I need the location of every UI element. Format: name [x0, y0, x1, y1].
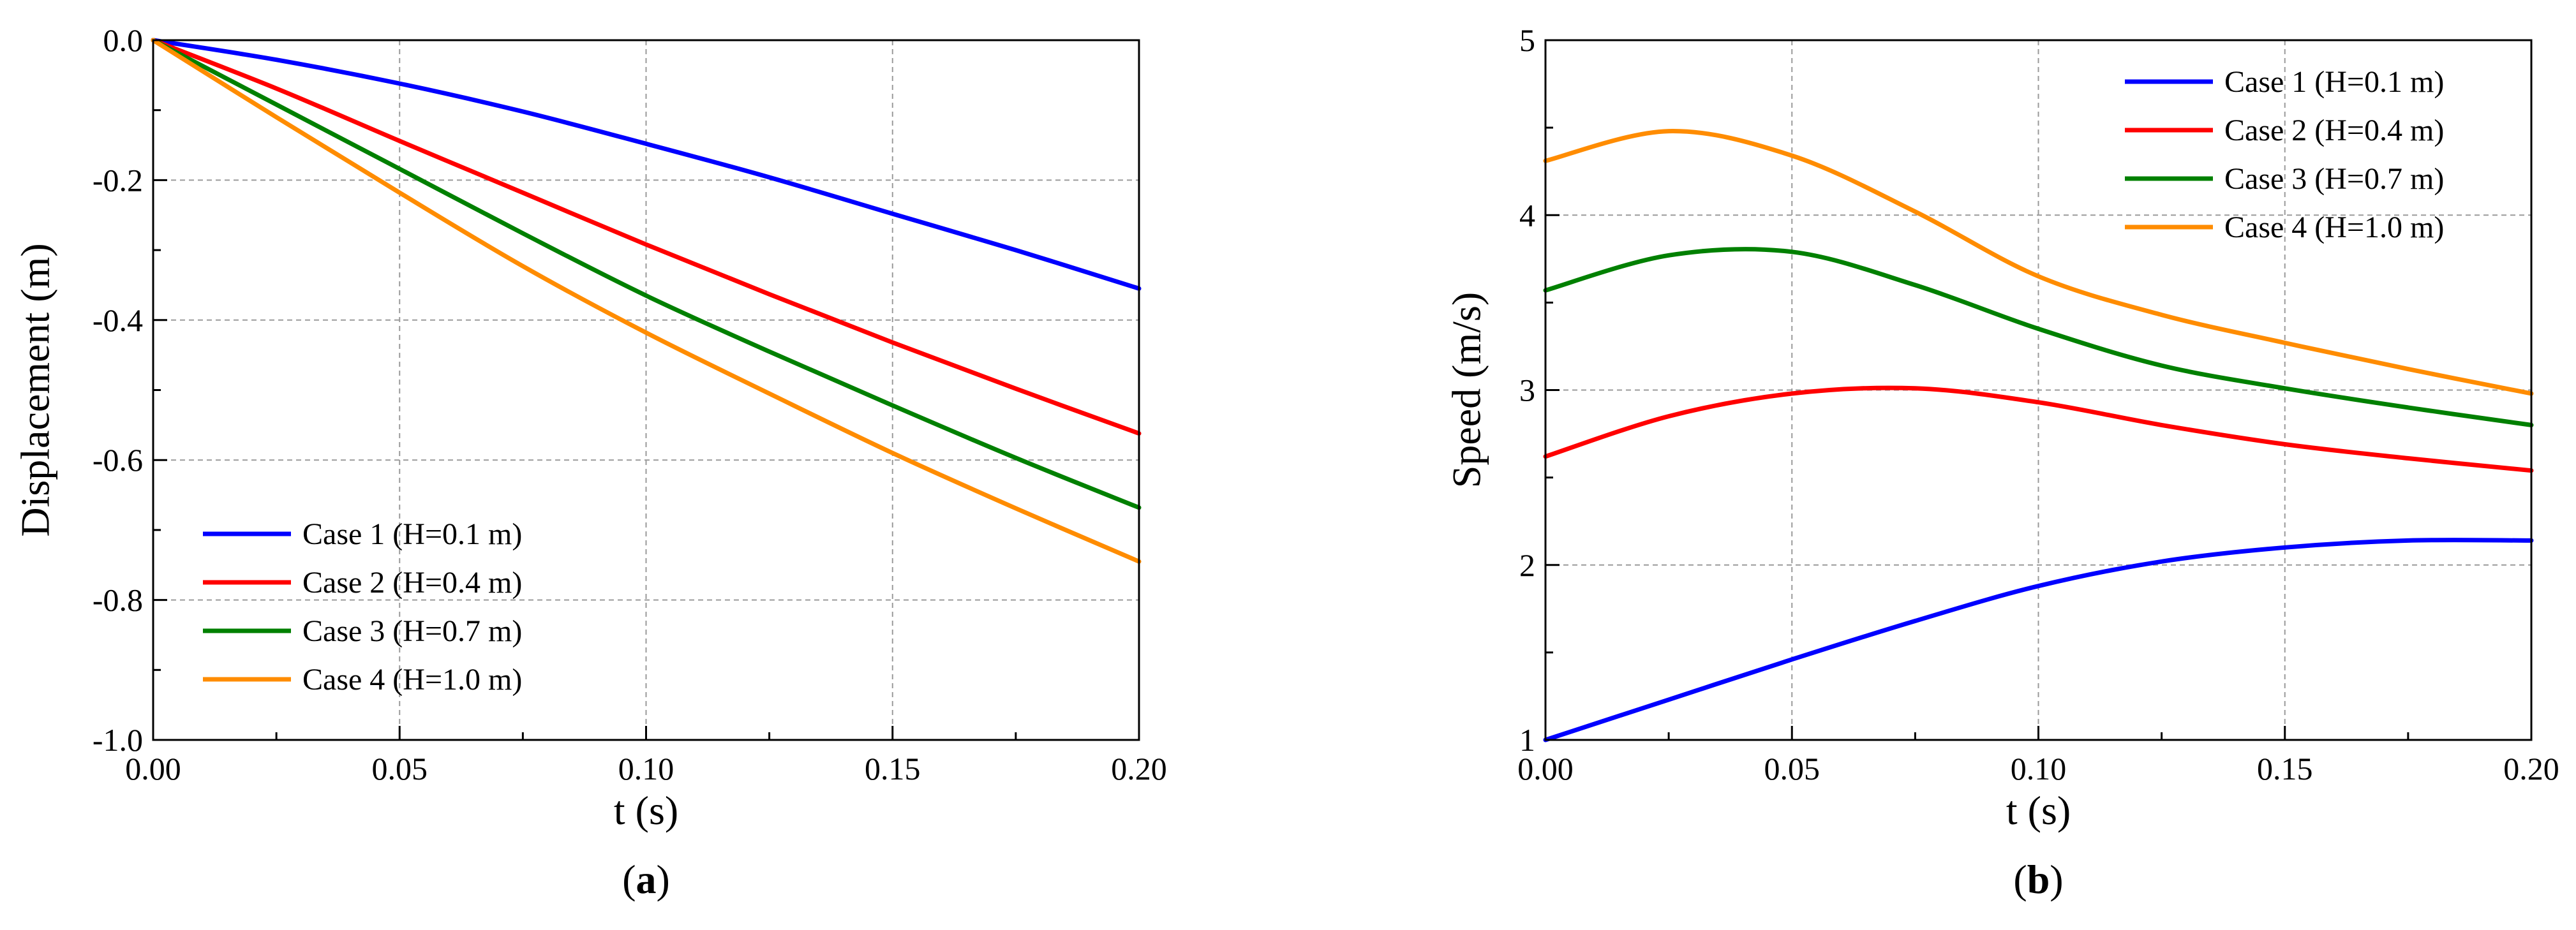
x-tick-label: 0.20 [2503, 751, 2559, 786]
x-tick-label: 0.05 [372, 751, 428, 786]
x-tick-label: 0.20 [1111, 751, 1167, 786]
x-tick-label: 0.15 [2257, 751, 2313, 786]
panel-label: (a) [622, 857, 670, 902]
x-tick-label: 0.10 [618, 751, 674, 786]
legend-label-case-4: Case 4 (H=1.0 m) [302, 663, 522, 697]
panel-a-displacement-chart: 0.00 0.05 0.10 0.15 0.20 -1.0 -0.8 -0.6 -0.4 -0.2… [13, 22, 1167, 902]
x-axis-title: t (s) [614, 788, 678, 833]
panel-b-speed-chart: 0.00 0.05 0.10 0.15 0.20 1 2 3 4 5 t (s) Speed (m/s… [1444, 22, 2559, 902]
plot-frame [1544, 39, 2533, 741]
legend-label-case-1: Case 1 (H=0.1 m) [2224, 65, 2444, 99]
series-line-case-4 [151, 38, 1142, 564]
legend: Case 1 (H=0.1 m) Case 2 (H=0.4 m) Case 3 (… [2125, 65, 2444, 244]
legend-label-case-3: Case 3 (H=0.7 m) [2224, 162, 2444, 196]
y-tick-label: -1.0 [93, 722, 143, 758]
y-tick-label: -0.6 [93, 442, 143, 478]
legend-label-case-4: Case 4 (H=1.0 m) [2224, 210, 2444, 244]
y-axis-title: Displacement (m) [13, 243, 58, 536]
y-tick-label: 4 [1519, 197, 1535, 233]
x-tick-label: 0.15 [865, 751, 921, 786]
x-tick-label: 0.05 [1764, 751, 1820, 786]
legend: Case 1 (H=0.1 m) Case 2 (H=0.4 m) Case 3 (… [203, 517, 522, 697]
y-tick-label: -0.8 [93, 582, 143, 618]
y-tick-label: 1 [1519, 722, 1535, 758]
series-line-case-4 [1543, 129, 2534, 396]
y-tick-label: -0.4 [93, 302, 143, 338]
legend-label-case-1: Case 1 (H=0.1 m) [302, 517, 522, 551]
series-line-case-3 [151, 38, 1142, 510]
x-tick-label: 0.00 [125, 751, 181, 786]
x-tick-label: 0.10 [2011, 751, 2067, 786]
series-line-case-2 [151, 38, 1142, 436]
x-tick-label: 0.00 [1517, 751, 1574, 786]
y-tick-label: 3 [1519, 373, 1535, 408]
legend-label-case-2: Case 2 (H=0.4 m) [2224, 114, 2444, 147]
series-line-case-2 [1543, 385, 2534, 473]
y-tick-label: 2 [1519, 547, 1535, 583]
legend-label-case-2: Case 2 (H=0.4 m) [302, 566, 522, 600]
panel-label: (b) [2013, 857, 2063, 902]
y-axis-title: Speed (m/s) [1444, 292, 1489, 489]
y-tick-label: 5 [1519, 22, 1535, 58]
series-line-case-1 [151, 38, 1142, 291]
y-tick-label: -0.2 [93, 162, 143, 198]
plot-frame [152, 39, 1140, 741]
series-line-case-1 [1543, 538, 2534, 742]
x-axis-title: t (s) [2006, 788, 2071, 833]
y-tick-label: 0.0 [103, 22, 144, 58]
legend-label-case-3: Case 3 (H=0.7 m) [302, 614, 522, 648]
series-line-case-3 [1543, 247, 2534, 427]
